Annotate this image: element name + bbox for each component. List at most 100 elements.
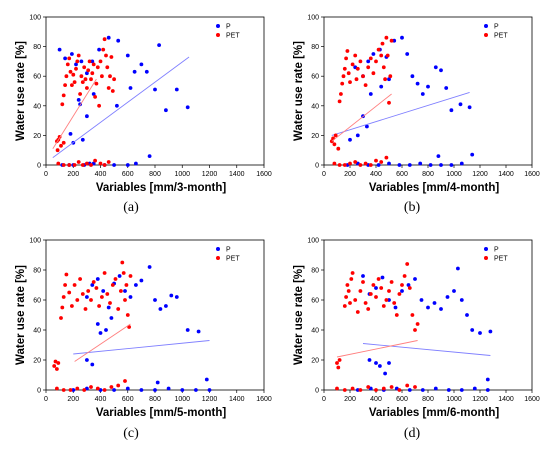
panel--a--series-p-point bbox=[144, 69, 149, 74]
panel--b--series-pet-trend-line bbox=[331, 93, 392, 142]
panel--d--series-pet-point bbox=[405, 383, 410, 388]
panel--a--series-pet-point bbox=[80, 163, 85, 167]
panel--d--series-p-point bbox=[400, 289, 404, 293]
panel--c--series-p-point bbox=[164, 304, 168, 308]
panel--d--series-pet-point bbox=[374, 295, 378, 299]
panel--b--legend-label-p: P bbox=[494, 24, 499, 31]
panel--a--x-tick-label: 1600 bbox=[256, 171, 272, 178]
panel--d--y-tick-label: 0 bbox=[315, 388, 319, 395]
panel--b--series-p-point bbox=[426, 84, 430, 89]
panel--c--series-p-point bbox=[90, 362, 95, 367]
panel--b--series-p-point bbox=[397, 163, 402, 167]
panel--c--y-tick-label: 60 bbox=[33, 298, 41, 305]
panel--d--series-p-point bbox=[355, 388, 360, 392]
panel--b--x-tick-label: 200 bbox=[344, 171, 356, 178]
panel--c--series-pet-point bbox=[75, 298, 80, 302]
panel--d--series-pet-point bbox=[397, 292, 402, 296]
panel--c--series-p-point bbox=[204, 377, 209, 382]
panel--c--series-p-point bbox=[128, 295, 133, 299]
panel--b--y-tick-label: 20 bbox=[311, 133, 319, 140]
panel--b--series-pet-point bbox=[332, 142, 337, 147]
panel--c--series-pet-point bbox=[56, 361, 61, 365]
panel--d--series-pet-point bbox=[358, 388, 363, 392]
panel--c--series-p-point bbox=[95, 322, 100, 326]
panel--c--series-pet-point bbox=[94, 286, 99, 290]
panel--c--series-pet-point bbox=[75, 386, 80, 391]
panel--b--x-tick-label: 1600 bbox=[524, 171, 540, 178]
panel--d--series-pet-point bbox=[345, 283, 350, 287]
panel--d--series-pet-point bbox=[337, 358, 342, 362]
panel--c--series-pet-point bbox=[78, 277, 82, 281]
panel--c--x-tick-label: 0 bbox=[44, 396, 48, 403]
panel--b--series-pet-point bbox=[374, 59, 378, 64]
panel--a--series-pet-point bbox=[97, 103, 101, 108]
panel--c--series-pet-point bbox=[121, 271, 126, 275]
panel--c--y-tick-label: 20 bbox=[33, 358, 41, 365]
panel--d--legend-label-p: P bbox=[494, 247, 499, 254]
panel--b--series-pet-point bbox=[363, 83, 368, 87]
panel--d--series-pet-point bbox=[346, 289, 351, 293]
panel--c--series-pet-point bbox=[89, 385, 93, 389]
panel--c--label: (c) bbox=[123, 426, 139, 441]
panel--a--series-pet-point bbox=[64, 74, 69, 79]
panel--b--series-pet-point bbox=[340, 81, 345, 86]
panel--a--series-pet-point bbox=[76, 160, 81, 164]
panel--b--series-pet-point bbox=[358, 59, 363, 64]
panel--d--series-pet-point bbox=[366, 307, 371, 311]
panel--a--series-p-point bbox=[153, 87, 157, 92]
panel--c--series-pet-point bbox=[91, 280, 96, 284]
panel--a--series-p-point bbox=[132, 69, 137, 74]
panel--c--series-p-point bbox=[117, 274, 122, 278]
panel--d--series-pet-point bbox=[342, 304, 347, 308]
panel--b--series-pet-point bbox=[361, 74, 365, 79]
panel--a--series-pet-point bbox=[61, 93, 66, 98]
panel--a--series-pet-point bbox=[85, 86, 89, 90]
panel--d--series-p-point bbox=[387, 298, 391, 302]
panel--c--series-p-point bbox=[125, 386, 130, 391]
panel--c--series-pet-point bbox=[89, 298, 93, 302]
panel--b--series-p-point bbox=[410, 74, 415, 79]
panel--c--legend-label-pet: PET bbox=[226, 256, 240, 263]
panel--d--series-pet-trend-line bbox=[336, 340, 418, 358]
panel--a--series-pet-point bbox=[71, 72, 76, 77]
panel--b--label: (b) bbox=[404, 200, 421, 215]
panel--a--y-tick-label: 100 bbox=[29, 15, 41, 22]
panel--c--x-axis-title: Variables [mm/5-month] bbox=[96, 407, 227, 419]
panel--b--series-p-point bbox=[415, 81, 420, 86]
panel--b--series-p-point bbox=[366, 59, 371, 64]
panel--d--series-p-point bbox=[488, 329, 493, 334]
panel--d--x-tick-label: 1000 bbox=[446, 396, 462, 403]
panel--b--y-tick-label: 0 bbox=[315, 163, 319, 170]
panel--c--series-p-point bbox=[207, 388, 212, 392]
panel--b--series-pet-point bbox=[341, 74, 346, 79]
panel--a--series-pet-point bbox=[61, 140, 66, 145]
panel--d--series-p-point bbox=[459, 298, 464, 302]
panel--d--series-p-point bbox=[456, 266, 460, 271]
panel--d--x-tick-label: 400 bbox=[370, 396, 382, 403]
panel--a--series-pet-point bbox=[93, 158, 97, 163]
panel--c--legend-marker-pet bbox=[216, 256, 220, 260]
panel--d--series-pet-point bbox=[358, 289, 363, 293]
panel--a--series-pet-trend-line bbox=[52, 78, 97, 149]
panel--b--series-pet-point bbox=[354, 77, 359, 82]
panel--a--x-tick-label: 1400 bbox=[229, 171, 245, 178]
panel--c--series-p-point bbox=[185, 328, 190, 332]
panel--a--series-pet-point bbox=[89, 77, 93, 82]
panel--a--series-p-point bbox=[76, 98, 81, 102]
panel--d--series-p-point bbox=[380, 275, 385, 280]
panel--a--series-pet-point bbox=[100, 74, 104, 79]
panel--b--y-tick-label: 40 bbox=[311, 103, 319, 110]
panel--b--series-pet-point bbox=[348, 80, 352, 84]
panel--b--series-pet-point bbox=[350, 62, 355, 67]
panel--d--series-pet-point bbox=[342, 388, 347, 392]
panel--b--series-p-point bbox=[439, 68, 443, 73]
panel--c--series-p-point bbox=[134, 283, 138, 287]
panel--d--series-pet-point bbox=[379, 286, 384, 290]
panel--d--series-p-point bbox=[485, 388, 490, 392]
panel--b--series-p-point bbox=[405, 52, 410, 56]
panel--b--series-pet-point bbox=[376, 47, 381, 52]
panel--b--y-axis-title: Water use rate [%] bbox=[293, 41, 305, 141]
panel--b--series-pet-point bbox=[345, 49, 350, 53]
panel--a--series-pet-point bbox=[74, 66, 78, 71]
panel--c--legend: P PET bbox=[216, 247, 240, 263]
